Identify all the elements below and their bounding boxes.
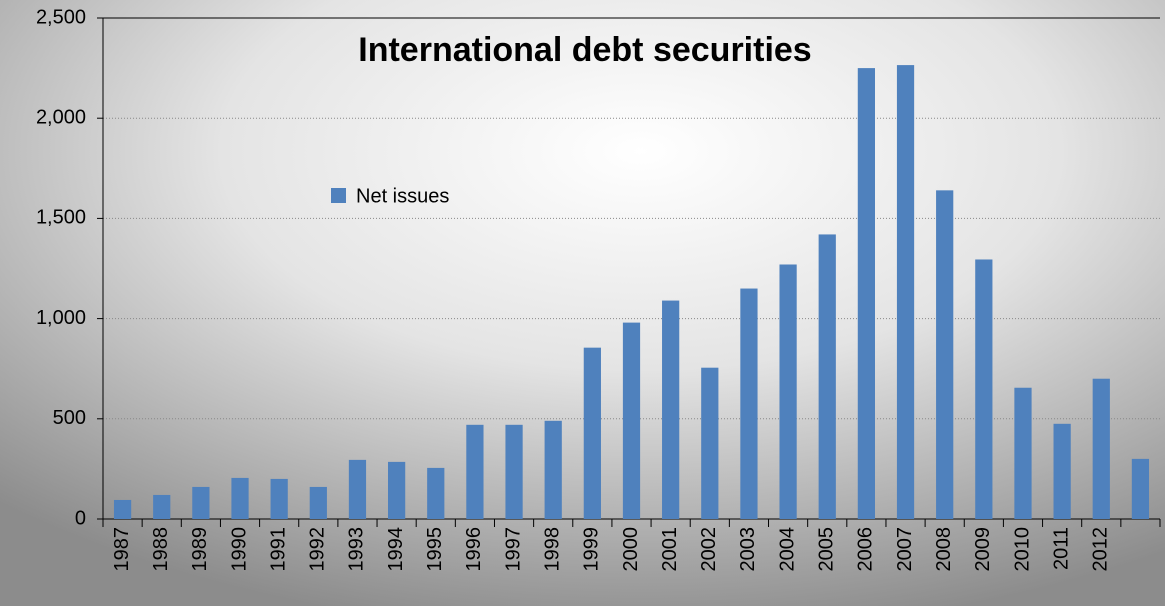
bar: [975, 259, 993, 519]
bar: [544, 420, 562, 519]
bar: [583, 347, 601, 519]
bar: [622, 322, 641, 519]
bar: [779, 264, 797, 519]
bar: [270, 478, 288, 519]
bar: [936, 190, 954, 519]
x-tick-label: 2004: [776, 527, 798, 572]
x-tick-label: 1996: [463, 527, 485, 572]
x-tick-label: 2006: [855, 527, 877, 572]
bar: [857, 68, 876, 519]
x-tick-label: 1993: [346, 527, 368, 572]
legend-swatch: [331, 188, 346, 203]
x-tick-label: 2000: [620, 527, 642, 572]
x-tick-label: 1991: [267, 527, 289, 572]
bar: [1131, 458, 1150, 519]
x-tick-label: 2001: [659, 527, 681, 572]
x-tick-label: 1999: [581, 527, 603, 572]
x-tick-label: 2005: [816, 527, 838, 572]
bar: [113, 499, 132, 519]
bar: [701, 367, 719, 519]
x-tick-label: 1990: [228, 527, 250, 572]
y-tick-label: 500: [53, 407, 86, 429]
bar: [1053, 423, 1071, 519]
y-tick-label: 2,500: [36, 6, 86, 28]
x-tick-label: 1989: [189, 527, 211, 572]
bar: [505, 424, 523, 519]
x-tick-label: 2012: [1090, 527, 1112, 572]
legend-label: Net issues: [356, 185, 449, 207]
bar: [896, 65, 915, 520]
bar: [1092, 378, 1110, 519]
x-tick-label: 1994: [385, 527, 407, 572]
x-tick-label: 2008: [933, 527, 955, 572]
x-tick-label: 2003: [737, 527, 759, 572]
x-tick-label: 2010: [1011, 527, 1033, 572]
bar: [192, 486, 210, 519]
x-tick-label: 1992: [307, 527, 329, 572]
bar: [231, 477, 249, 519]
bar: [309, 486, 327, 519]
bar: [1014, 387, 1032, 519]
x-tick-label: 2007: [894, 527, 916, 572]
bar: [348, 459, 367, 519]
x-tick-label: 1997: [502, 527, 524, 572]
bar: [740, 288, 758, 519]
bar: [662, 300, 680, 519]
bar: [427, 467, 445, 519]
x-tick-label: 1988: [150, 527, 172, 572]
x-tick-label: 1998: [541, 527, 563, 572]
x-tick-label: 2002: [698, 527, 720, 572]
y-tick-label: 2,000: [36, 106, 86, 128]
x-tick-label: 1995: [424, 527, 446, 572]
chart-title: International debt securities: [358, 31, 811, 69]
bar: [153, 494, 171, 519]
y-tick-label: 0: [75, 507, 86, 529]
bar: [466, 424, 484, 519]
x-tick-label: 2009: [972, 527, 994, 572]
y-tick-label: 1,500: [36, 207, 86, 229]
x-tick-label: 1987: [111, 527, 133, 572]
y-tick-label: 1,000: [36, 307, 86, 329]
x-tick-label: 2011: [1050, 527, 1072, 570]
bar: [818, 234, 836, 519]
bar: [387, 461, 406, 519]
